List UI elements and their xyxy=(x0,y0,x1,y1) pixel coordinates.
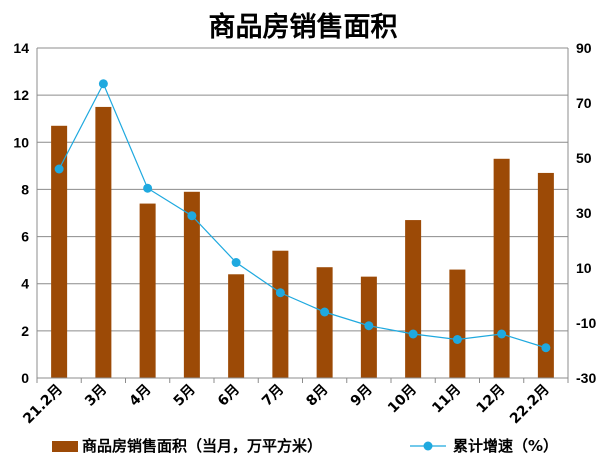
axes xyxy=(36,48,569,383)
bar xyxy=(228,274,245,378)
x-tick-label: 10月 xyxy=(385,382,420,417)
line-point xyxy=(497,329,507,339)
legend-bar-label: 商品房销售面积（当月，万平方米） xyxy=(82,437,322,455)
y-right-tick-label: -30 xyxy=(576,370,596,386)
x-tick-label: 6月 xyxy=(215,382,243,410)
bar xyxy=(537,172,554,378)
y-axis-left-ticks: 0 2 4 6 8 10 12 14 xyxy=(13,40,29,386)
chart-title: 商品房销售面积 xyxy=(209,11,398,43)
y-left-tick-label: 14 xyxy=(13,40,29,56)
y-right-tick-label: 90 xyxy=(576,40,592,56)
legend-line-marker xyxy=(423,441,433,451)
y-right-tick-label: 10 xyxy=(576,260,592,276)
x-tick-label: 4月 xyxy=(126,382,154,410)
y-right-tick-label: 50 xyxy=(576,150,592,166)
y-right-tick-label: -10 xyxy=(576,315,596,331)
line-point xyxy=(320,307,330,317)
line-point xyxy=(98,79,108,89)
grid-lines xyxy=(37,47,568,379)
bar-series xyxy=(51,106,554,379)
line-point xyxy=(452,335,462,344)
y-left-tick-label: 12 xyxy=(13,87,29,103)
y-left-tick-label: 10 xyxy=(13,134,29,150)
x-tick-label: 21.2月 xyxy=(20,382,66,428)
x-tick-label: 8月 xyxy=(303,382,331,410)
bar xyxy=(95,106,112,378)
bar xyxy=(183,191,200,378)
y-right-tick-label: 70 xyxy=(576,95,592,111)
x-tick-label: 5月 xyxy=(171,382,199,410)
y-right-tick-label: 30 xyxy=(576,205,592,221)
line-point xyxy=(275,288,285,298)
x-tick-label: 3月 xyxy=(82,382,110,410)
y-left-tick-label: 6 xyxy=(21,229,29,245)
x-tick-label: 11月 xyxy=(429,382,464,417)
y-axis-right-ticks: -30 -10 10 30 50 70 90 xyxy=(576,40,596,386)
line-point xyxy=(541,343,551,353)
y-left-tick-label: 4 xyxy=(21,276,29,292)
y-left-tick-label: 0 xyxy=(21,370,29,386)
y-left-tick-label: 8 xyxy=(21,181,29,197)
line-series xyxy=(54,79,551,353)
line-point xyxy=(187,211,197,221)
bar xyxy=(51,125,68,379)
y-left-tick-label: 2 xyxy=(21,323,29,339)
x-tick-label: 22.2月 xyxy=(507,382,553,428)
legend-bar-swatch xyxy=(52,441,78,452)
bar xyxy=(139,203,156,378)
bar xyxy=(449,269,466,378)
line-point xyxy=(364,321,374,331)
legend: 商品房销售面积（当月，万平方米） 累计增速（%） xyxy=(52,437,558,455)
bar xyxy=(493,158,510,378)
x-tick-label: 7月 xyxy=(259,382,287,410)
bar xyxy=(316,267,333,378)
bar xyxy=(272,250,289,378)
bar xyxy=(405,220,422,378)
line-point xyxy=(54,164,64,174)
line-point xyxy=(231,258,241,267)
legend-line-label: 累计增速（%） xyxy=(453,437,558,455)
line-path xyxy=(58,82,547,349)
line-point xyxy=(408,329,418,339)
x-tick-label: 9月 xyxy=(348,382,376,410)
x-tick-label: 12月 xyxy=(473,382,508,417)
line-point xyxy=(143,183,153,193)
